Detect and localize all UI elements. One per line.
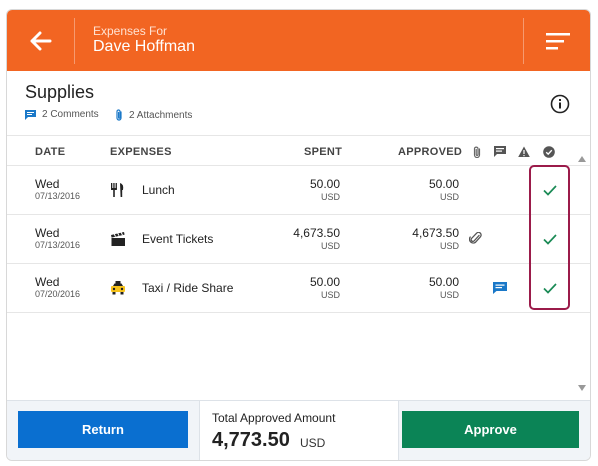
spent-currency: USD [320, 290, 340, 300]
check-icon[interactable] [542, 232, 558, 246]
expense-name: Event Tickets [142, 232, 214, 246]
attachments-link[interactable]: 2 Attachments [115, 109, 192, 121]
clapperboard-icon [111, 231, 125, 246]
return-button[interactable]: Return [18, 411, 188, 448]
paperclip-icon [116, 109, 122, 121]
taxi-icon [111, 281, 125, 295]
sort-menu-button[interactable] [524, 10, 590, 71]
approved-currency: USD [439, 192, 459, 202]
row-day: Wed [35, 275, 60, 289]
expense-name: Taxi / Ride Share [142, 281, 234, 295]
scroll-up-arrow[interactable] [578, 156, 586, 162]
comment-icon[interactable] [493, 281, 507, 295]
row-date: 07/13/2016 [35, 191, 81, 201]
arrow-left-icon [30, 31, 51, 50]
back-button[interactable] [7, 10, 74, 71]
total-label: Total Approved Amount [212, 411, 336, 425]
expense-name: Lunch [142, 183, 175, 197]
spent-currency: USD [320, 241, 340, 251]
fork-knife-icon [111, 183, 124, 197]
paperclip-icon [473, 146, 481, 158]
sort-lines-icon [545, 32, 570, 49]
warning-icon [518, 146, 530, 157]
row-date: 07/13/2016 [35, 240, 81, 250]
section-title: Supplies [25, 82, 95, 102]
spent-amount: 4,673.50 [293, 226, 340, 240]
header-subtitle: Expenses For [93, 24, 168, 38]
total-approved-box: Total Approved Amount 4,773.50 USD [199, 401, 399, 460]
expense-report-panel: Expenses For Dave Hoffman Supplies 2 Com… [6, 9, 591, 461]
spent-amount: 50.00 [309, 177, 340, 191]
divider [7, 165, 590, 166]
employee-name: Dave Hoffman [93, 38, 195, 55]
info-button[interactable] [550, 94, 570, 114]
row-day: Wed [35, 177, 60, 191]
approved-amount: 4,673.50 [412, 226, 459, 240]
header-divider [523, 18, 524, 64]
table-row[interactable]: Wed 07/20/2016 Taxi / Ride Share 50.00 U… [7, 264, 590, 313]
row-date: 07/20/2016 [35, 289, 81, 299]
divider [7, 135, 590, 136]
column-header-spent: SPENT [304, 146, 343, 158]
column-header-date: DATE [35, 146, 66, 158]
approve-button[interactable]: Approve [402, 411, 579, 448]
approved-amount: 50.00 [428, 275, 459, 289]
header-divider [74, 18, 75, 64]
approved-currency: USD [439, 241, 459, 251]
column-header-approved: APPROVED [398, 146, 463, 158]
row-day: Wed [35, 226, 60, 240]
approval-column-highlight [529, 165, 570, 310]
approved-amount: 50.00 [428, 177, 459, 191]
check-icon[interactable] [542, 183, 558, 197]
scroll-down-arrow[interactable] [578, 385, 586, 391]
footer-bar: Return Total Approved Amount 4,773.50 US… [7, 400, 590, 460]
info-icon [550, 94, 570, 114]
total-amount: 4,773.50 [212, 429, 290, 451]
spent-currency: USD [320, 192, 340, 202]
table-row[interactable]: Wed 07/13/2016 Event Tickets 4,673.50 US… [7, 215, 590, 264]
app-header: Expenses For Dave Hoffman [7, 10, 590, 71]
comment-icon [25, 109, 36, 120]
paperclip-icon[interactable] [469, 232, 483, 246]
table-row[interactable]: Wed 07/13/2016 Lunch 50.00 USD 50.00 USD [7, 166, 590, 215]
comments-link[interactable]: 2 Comments [25, 109, 99, 120]
approved-currency: USD [439, 290, 459, 300]
total-currency: USD [300, 436, 326, 450]
spent-amount: 50.00 [309, 275, 340, 289]
check-circle-icon [543, 146, 555, 158]
check-icon[interactable] [542, 281, 558, 295]
comments-count: 2 Comments [42, 109, 99, 120]
attachments-count: 2 Attachments [129, 109, 193, 121]
column-header-expenses: EXPENSES [110, 146, 172, 158]
comment-icon [494, 146, 506, 157]
